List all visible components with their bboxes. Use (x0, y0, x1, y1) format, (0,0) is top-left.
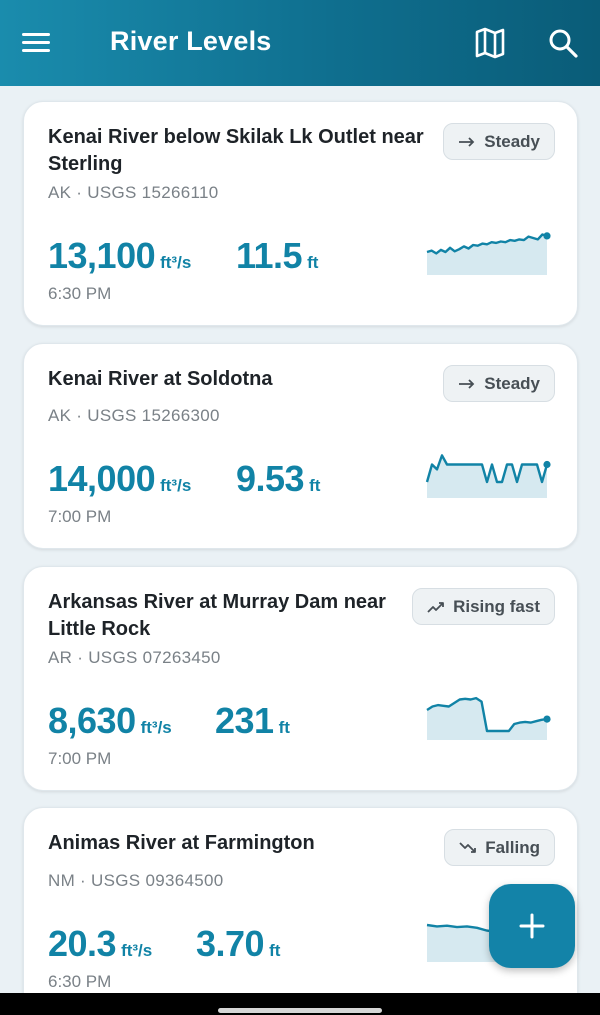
gauge-card[interactable]: Kenai River at Soldotna Steady AK · USGS… (23, 343, 578, 549)
flow-value: 14,000 (48, 458, 156, 499)
stage-unit: ft (278, 718, 290, 737)
gauge-name: Animas River at Farmington (48, 832, 315, 854)
gauge-name: Kenai River below Skilak Lk Outlet near … (48, 126, 424, 175)
flow-reading: 8,630 ft³/s (48, 700, 172, 742)
page-title: River Levels (110, 26, 272, 56)
stage-unit: ft (307, 253, 319, 272)
flow-unit: ft³/s (121, 941, 153, 960)
trend-badge: Steady (443, 123, 555, 160)
stage-value: 231 (215, 700, 274, 741)
trend-badge: Rising fast (412, 588, 555, 625)
arrow-right-icon (459, 378, 475, 389)
stage-reading: 11.5 ft (236, 235, 318, 277)
stage-unit: ft (269, 941, 281, 960)
sparkline-latest-point (543, 232, 551, 240)
gauge-card[interactable]: Animas River at Farmington Falling NM · … (23, 807, 578, 1015)
trend-label: Steady (484, 131, 540, 151)
sparkline (425, 454, 551, 498)
reading-time: 6:30 PM (48, 284, 112, 303)
app-bar: River Levels (0, 0, 600, 86)
gauge-name: Kenai River at Soldotna (48, 368, 273, 390)
sparkline (426, 696, 551, 740)
trending-down-icon (459, 841, 477, 853)
stage-reading: 3.70 ft (196, 923, 280, 965)
flow-unit: ft³/s (140, 718, 172, 737)
sparkline-line (425, 454, 549, 484)
flow-reading: 20.3 ft³/s (48, 923, 152, 965)
gauge-meta: AK · USGS 15266300 (48, 406, 220, 425)
sparkline-latest-point (543, 715, 551, 723)
reading-time: 6:30 PM (48, 972, 112, 991)
gauge-name: Arkansas River at Murray Dam near Little… (48, 591, 386, 640)
stage-reading: 231 ft (215, 700, 290, 742)
gauge-meta: AK · USGS 15266110 (48, 183, 219, 202)
flow-unit: ft³/s (160, 476, 192, 495)
home-indicator[interactable] (218, 1008, 382, 1013)
search-icon (549, 29, 578, 58)
system-nav-bar (0, 993, 600, 1015)
plus-icon (519, 913, 545, 939)
trend-label: Falling (485, 837, 540, 857)
stage-reading: 9.53 ft (236, 458, 320, 500)
sparkline-line (426, 233, 548, 255)
trend-badge: Falling (444, 829, 555, 866)
trend-label: Steady (484, 373, 540, 393)
sparkline-area (427, 234, 547, 275)
gauge-meta: AR · USGS 07263450 (48, 648, 221, 667)
stage-value: 9.53 (236, 458, 305, 499)
search-button[interactable] (542, 22, 586, 64)
sparkline-area (427, 455, 547, 498)
sparkline (426, 232, 551, 275)
gauge-meta: NM · USGS 09364500 (48, 871, 224, 890)
trend-label: Rising fast (453, 596, 540, 616)
flow-reading: 14,000 ft³/s (48, 458, 191, 500)
trending-up-icon (427, 601, 444, 613)
reading-time: 7:00 PM (48, 749, 112, 768)
trend-badge: Steady (443, 365, 555, 402)
stage-value: 3.70 (196, 923, 265, 964)
gauge-card[interactable]: Kenai River below Skilak Lk Outlet near … (23, 101, 578, 326)
map-icon (475, 27, 505, 59)
stage-value: 11.5 (236, 235, 303, 276)
flow-value: 20.3 (48, 923, 117, 964)
add-gauge-button[interactable] (489, 884, 575, 968)
flow-value: 13,100 (48, 235, 156, 276)
map-button[interactable] (468, 22, 512, 64)
reading-time: 7:00 PM (48, 507, 112, 526)
stage-unit: ft (309, 476, 321, 495)
gauge-card[interactable]: Arkansas River at Murray Dam near Little… (23, 566, 578, 791)
sparkline-latest-point (543, 460, 551, 469)
arrow-right-icon (459, 136, 475, 147)
flow-unit: ft³/s (160, 253, 192, 272)
menu-icon (22, 33, 50, 52)
menu-button[interactable] (18, 22, 68, 64)
flow-value: 8,630 (48, 700, 136, 741)
sparkline-line (426, 696, 548, 733)
flow-reading: 13,100 ft³/s (48, 235, 191, 277)
sparkline-area (427, 698, 547, 740)
